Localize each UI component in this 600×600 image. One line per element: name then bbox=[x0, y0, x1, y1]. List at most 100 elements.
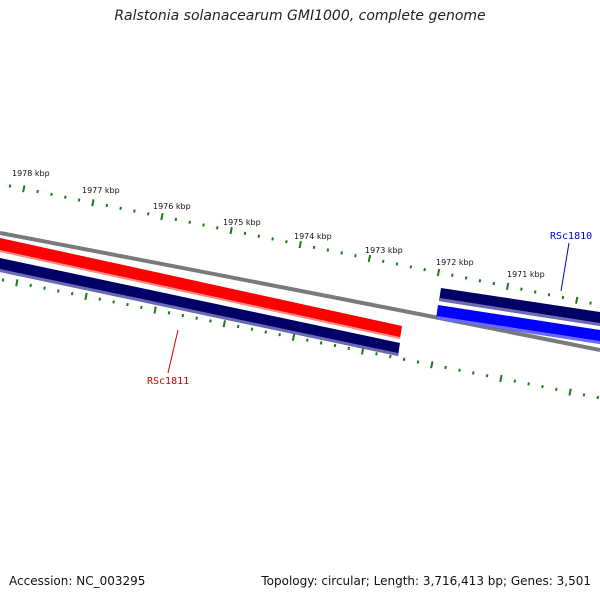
inner-scale-minor-tick bbox=[98, 297, 102, 301]
outer-scale-minor-tick bbox=[202, 223, 205, 227]
outer-scale-minor-tick bbox=[561, 295, 565, 300]
inner-scale-minor-tick bbox=[596, 395, 600, 400]
outer-scale-minor-tick bbox=[354, 254, 357, 258]
outer-scale-minor-tick bbox=[243, 231, 247, 236]
outer-scale-minor-tick bbox=[64, 195, 67, 199]
inner-scale-major-tick bbox=[153, 306, 157, 314]
outer-scale-minor-tick bbox=[409, 265, 413, 269]
scale-label-1977: 1977 kbp bbox=[82, 186, 120, 195]
inner-scale-minor-tick bbox=[389, 354, 392, 359]
scale-label-1973: 1973 kbp bbox=[365, 246, 403, 255]
inner-scale-minor-tick bbox=[57, 289, 60, 293]
outer-scale-minor-tick bbox=[381, 259, 385, 263]
gene-rsc1810-blue[interactable] bbox=[436, 305, 600, 344]
outer-scale-minor-tick bbox=[36, 189, 39, 194]
outer-scale-minor-tick bbox=[520, 287, 523, 291]
gene-label-rsc1811[interactable]: RSc1811 bbox=[147, 376, 189, 387]
outer-scale-minor-tick bbox=[533, 290, 537, 294]
inner-scale-minor-tick bbox=[43, 286, 46, 290]
gene-rsc1811-red[interactable] bbox=[0, 238, 402, 339]
outer-scale-major-tick bbox=[229, 227, 233, 235]
scale-label-1972: 1972 kbp bbox=[436, 258, 474, 267]
inner-scale-minor-tick bbox=[195, 316, 198, 320]
gene-label-rsc1810[interactable]: RSc1810 bbox=[550, 231, 592, 242]
inner-scale-minor-tick bbox=[70, 291, 74, 296]
inner-scale-minor-tick bbox=[236, 324, 240, 329]
inner-scale-minor-tick bbox=[472, 371, 475, 375]
inner-scale-minor-tick bbox=[402, 357, 406, 361]
inner-scale-major-tick bbox=[291, 333, 296, 342]
scale-label-1971: 1971 kbp bbox=[507, 270, 545, 279]
outer-scale-minor-tick bbox=[77, 198, 81, 202]
inner-scale-minor-tick bbox=[375, 352, 378, 356]
inner-scale-minor-tick bbox=[250, 327, 254, 331]
outer-scale-minor-tick bbox=[395, 262, 399, 266]
inner-scale-minor-tick bbox=[29, 283, 32, 288]
gene-rsc1811-navy[interactable] bbox=[0, 258, 400, 356]
inner-scale-minor-tick bbox=[527, 382, 530, 386]
outer-scale-minor-tick bbox=[451, 273, 454, 277]
outer-scale-minor-tick bbox=[174, 217, 178, 222]
genome-title: Ralstonia solanacearum GMI1000, complete… bbox=[114, 8, 486, 24]
gene-rsc1810-blue-highlight bbox=[436, 316, 600, 344]
outer-scale-minor-tick bbox=[8, 184, 12, 188]
genome-backbone bbox=[0, 231, 600, 352]
gene-rsc1811-red-highlight bbox=[0, 250, 400, 339]
inner-scale-minor-tick bbox=[181, 313, 185, 318]
outer-scale-minor-tick bbox=[146, 212, 150, 216]
gene-rsc1810-navy-highlight bbox=[439, 298, 600, 326]
scale-label-1976: 1976 kbp bbox=[153, 202, 191, 211]
inner-scale-minor-tick bbox=[347, 346, 351, 351]
inner-scale-minor-tick bbox=[319, 341, 323, 345]
outer-scale-minor-tick bbox=[423, 268, 426, 272]
inner-scale-minor-tick bbox=[582, 393, 586, 397]
inner-scale-major-tick bbox=[430, 361, 434, 369]
outer-scale-minor-tick bbox=[340, 251, 343, 255]
inner-scale-major-tick bbox=[84, 292, 88, 301]
scale-label-1978: 1978 kbp bbox=[12, 169, 50, 178]
inner-scale-minor-tick bbox=[541, 384, 544, 389]
inner-scale-minor-tick bbox=[126, 302, 129, 307]
outer-scale-minor-tick bbox=[492, 281, 496, 286]
outer-scale-track bbox=[8, 184, 592, 305]
inner-scale-minor-tick bbox=[513, 379, 517, 383]
outer-scale-major-tick bbox=[160, 213, 164, 221]
inner-scale-minor-tick bbox=[444, 365, 447, 370]
inner-scale-major-tick bbox=[568, 388, 572, 396]
outer-scale-minor-tick bbox=[119, 206, 122, 210]
outer-scale-minor-tick bbox=[312, 245, 316, 250]
scale-label-1975: 1975 kbp bbox=[223, 218, 261, 227]
outer-scale-minor-tick bbox=[188, 220, 191, 224]
outer-scale-minor-tick bbox=[547, 293, 551, 297]
inner-scale-minor-tick bbox=[458, 368, 461, 372]
inner-scale-minor-tick bbox=[264, 330, 268, 334]
genome-summary-text: Topology: circular; Length: 3,716,413 bp… bbox=[261, 574, 591, 588]
inner-scale-minor-tick bbox=[333, 343, 337, 348]
inner-scale-major-tick bbox=[15, 279, 19, 287]
outer-scale-minor-tick bbox=[326, 248, 330, 252]
outer-scale-major-tick bbox=[575, 296, 579, 304]
outer-scale-major-tick bbox=[91, 199, 95, 207]
gene-rsc1810-navy[interactable] bbox=[439, 288, 600, 326]
outer-scale-minor-tick bbox=[257, 234, 261, 238]
accession-text: Accession: NC_003295 bbox=[9, 574, 146, 588]
inner-scale-minor-tick bbox=[278, 333, 281, 337]
outer-scale-major-tick bbox=[367, 254, 372, 263]
outer-scale-major-tick bbox=[505, 282, 510, 290]
inner-scale-track bbox=[1, 278, 600, 400]
outer-scale-minor-tick bbox=[105, 203, 108, 208]
inner-scale-minor-tick bbox=[209, 319, 212, 323]
outer-scale-minor-tick bbox=[285, 240, 288, 244]
inner-scale-minor-tick bbox=[416, 360, 420, 364]
outer-scale-major-tick bbox=[22, 185, 26, 193]
callout-line-rsc1810 bbox=[560, 242, 570, 292]
scale-label-1974: 1974 kbp bbox=[294, 232, 332, 241]
gene-rsc1811-navy-highlight bbox=[0, 269, 398, 356]
inner-scale-major-tick bbox=[361, 347, 365, 355]
inner-scale-minor-tick bbox=[140, 305, 143, 310]
outer-scale-major-tick bbox=[436, 268, 441, 277]
callout-line-rsc1811 bbox=[167, 329, 179, 374]
inner-scale-minor-tick bbox=[485, 374, 489, 378]
